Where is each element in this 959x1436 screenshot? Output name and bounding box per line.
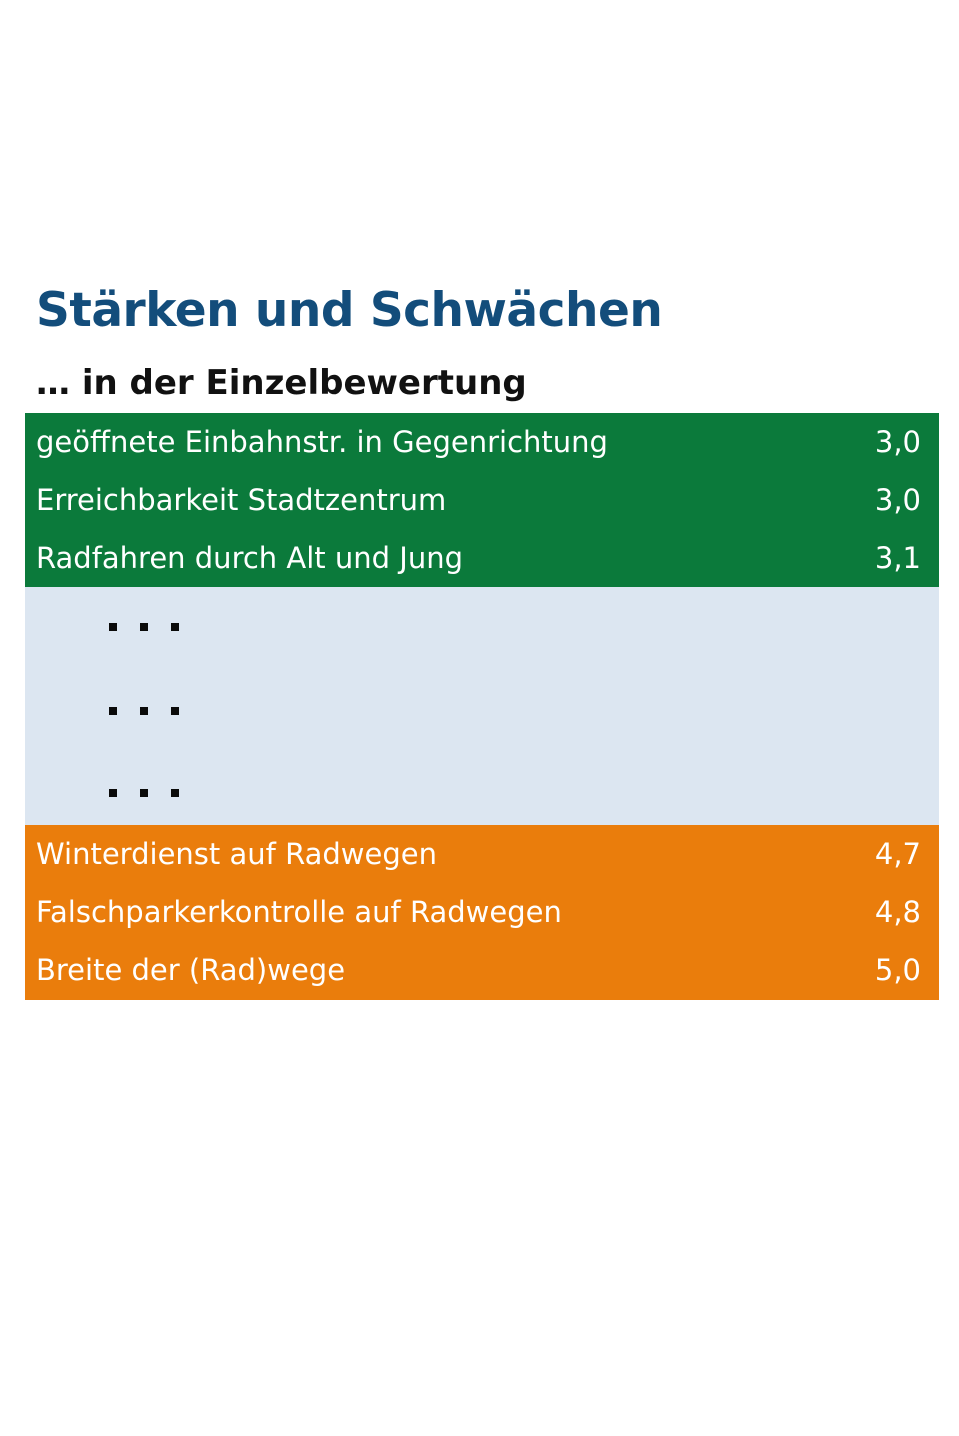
page-subtitle: … in der Einzelbewertung	[36, 363, 527, 403]
item-label: Winterdienst auf Radwegen	[36, 837, 437, 871]
item-score: 4,7	[874, 837, 921, 871]
item-score: 3,0	[874, 483, 921, 517]
item-label: geöffnete Einbahnstr. in Gegenrichtung	[36, 425, 608, 459]
item-label: Breite der (Rad)wege	[36, 953, 346, 987]
item-score: 3,0	[874, 425, 921, 459]
weaknesses-block: Winterdienst auf Radwegen 4,7 Falschpark…	[25, 825, 939, 1000]
strengths-block: geöffnete Einbahnstr. in Gegenrichtung 3…	[25, 413, 939, 587]
list-item: Winterdienst auf Radwegen 4,7	[25, 825, 939, 883]
ellipsis-marker	[109, 703, 179, 719]
ellipsis-marker	[109, 785, 179, 801]
list-item: Falschparkerkontrolle auf Radwegen 4,8	[25, 883, 939, 941]
list-item: Breite der (Rad)wege 5,0	[25, 941, 939, 999]
page-title: Stärken und Schwächen	[36, 283, 663, 338]
list-item: Radfahren durch Alt und Jung 3,1	[25, 529, 939, 587]
ellipsis-marker	[109, 619, 179, 635]
item-label: Falschparkerkontrolle auf Radwegen	[36, 895, 562, 929]
item-label: Erreichbarkeit Stadtzentrum	[36, 483, 447, 517]
item-score: 5,0	[874, 953, 921, 987]
item-score: 4,8	[874, 895, 921, 929]
item-score: 3,1	[874, 541, 921, 575]
list-item: Erreichbarkeit Stadtzentrum 3,0	[25, 471, 939, 529]
list-item: geöffnete Einbahnstr. in Gegenrichtung 3…	[25, 413, 939, 471]
item-label: Radfahren durch Alt und Jung	[36, 541, 463, 575]
omitted-items-block	[25, 587, 939, 825]
